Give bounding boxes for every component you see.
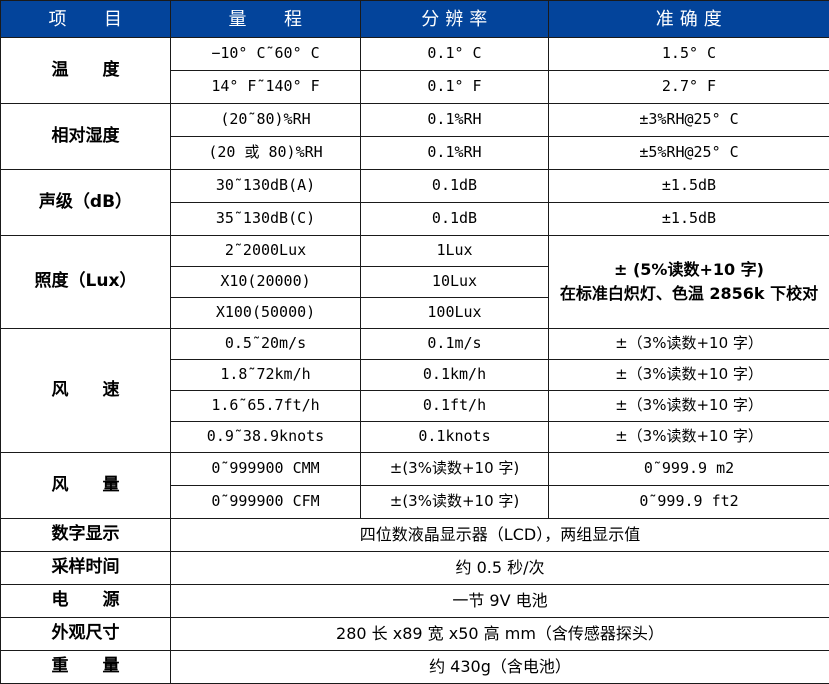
cell-range: 0˜999900 CMM [171, 453, 361, 486]
cell-range: 0.9˜38.9knots [171, 422, 361, 453]
table-row: 重 量 约 430g（含电池） [1, 651, 829, 684]
group-label-wind-speed: 风 速 [1, 329, 171, 453]
cell-range: 1.8˜72km/h [171, 360, 361, 391]
cell-range: (20˜80)%RH [171, 104, 361, 137]
group-label-illuminance: 照度（Lux） [1, 236, 171, 329]
row-value-display: 四位数液晶显示器（LCD），两组显示值 [171, 519, 829, 552]
cell-resolution: 0.1dB [361, 203, 549, 236]
cell-accuracy-illuminance: ± (5%读数+10 字) 在标准白炽灯、色温 2856k 下校对 [549, 236, 829, 329]
cell-range: (20 或 80)%RH [171, 137, 361, 170]
cell-range: 0˜999900 CFM [171, 486, 361, 519]
cell-resolution: 0.1m/s [361, 329, 549, 360]
cell-resolution: 0.1ft/h [361, 391, 549, 422]
cell-resolution: 10Lux [361, 267, 549, 298]
table-row: 照度（Lux） 2˜2000Lux 1Lux ± (5%读数+10 字) 在标准… [1, 236, 829, 267]
cell-resolution: 0.1knots [361, 422, 549, 453]
cell-accuracy: ±1.5dB [549, 203, 829, 236]
cell-accuracy: ±（3%读数+10 字） [549, 422, 829, 453]
cell-range: X100(50000) [171, 298, 361, 329]
table-header: 项 目 量 程 分 辨 率 准 确 度 [1, 1, 829, 38]
cell-accuracy: ±（3%读数+10 字） [549, 360, 829, 391]
cell-accuracy: 1.5° C [549, 38, 829, 71]
cell-range: 1.6˜65.7ft/h [171, 391, 361, 422]
table-row: 采样时间 约 0.5 秒/次 [1, 552, 829, 585]
cell-resolution: 100Lux [361, 298, 549, 329]
table-row: 外观尺寸 280 长 x89 宽 x50 高 mm（含传感器探头） [1, 618, 829, 651]
illuminance-accuracy-line1: ± (5%读数+10 字) [551, 258, 827, 282]
row-label-sampling-time: 采样时间 [1, 552, 171, 585]
table-body: 温 度 −10° C˜60° C 0.1° C 1.5° C 14° F˜140… [1, 38, 829, 684]
column-header-accuracy: 准 确 度 [549, 1, 829, 38]
group-label-temperature: 温 度 [1, 38, 171, 104]
cell-accuracy: ±（3%读数+10 字） [549, 329, 829, 360]
row-label-display: 数字显示 [1, 519, 171, 552]
row-label-power: 电 源 [1, 585, 171, 618]
cell-range: 30˜130dB(A) [171, 170, 361, 203]
row-value-weight: 约 430g（含电池） [171, 651, 829, 684]
column-header-resolution: 分 辨 率 [361, 1, 549, 38]
row-label-dimensions: 外观尺寸 [1, 618, 171, 651]
cell-resolution: 0.1km/h [361, 360, 549, 391]
table-row: 数字显示 四位数液晶显示器（LCD），两组显示值 [1, 519, 829, 552]
cell-accuracy: ±5%RH@25° C [549, 137, 829, 170]
cell-accuracy: 0˜999.9 ft2 [549, 486, 829, 519]
cell-range: 0.5˜20m/s [171, 329, 361, 360]
row-value-power: 一节 9V 电池 [171, 585, 829, 618]
group-label-humidity: 相对湿度 [1, 104, 171, 170]
cell-resolution: ±(3%读数+10 字) [361, 453, 549, 486]
cell-range: −10° C˜60° C [171, 38, 361, 71]
cell-accuracy: 2.7° F [549, 71, 829, 104]
group-label-sound-level: 声级（dB） [1, 170, 171, 236]
cell-range: 2˜2000Lux [171, 236, 361, 267]
cell-resolution: 0.1° C [361, 38, 549, 71]
table-header-row: 项 目 量 程 分 辨 率 准 确 度 [1, 1, 829, 38]
cell-range: X10(20000) [171, 267, 361, 298]
cell-resolution: 0.1%RH [361, 137, 549, 170]
table-row: 风 速 0.5˜20m/s 0.1m/s ±（3%读数+10 字） [1, 329, 829, 360]
cell-accuracy: ±3%RH@25° C [549, 104, 829, 137]
cell-accuracy: 0˜999.9 m2 [549, 453, 829, 486]
table-row: 声级（dB） 30˜130dB(A) 0.1dB ±1.5dB [1, 170, 829, 203]
column-header-item: 项 目 [1, 1, 171, 38]
cell-range: 14° F˜140° F [171, 71, 361, 104]
cell-resolution: 0.1dB [361, 170, 549, 203]
cell-resolution: 0.1%RH [361, 104, 549, 137]
table-row: 风 量 0˜999900 CMM ±(3%读数+10 字) 0˜999.9 m2 [1, 453, 829, 486]
illuminance-accuracy-line2: 在标准白炽灯、色温 2856k 下校对 [551, 282, 827, 306]
cell-accuracy: ±1.5dB [549, 170, 829, 203]
cell-range: 35˜130dB(C) [171, 203, 361, 236]
table-row: 电 源 一节 9V 电池 [1, 585, 829, 618]
table-row: 相对湿度 (20˜80)%RH 0.1%RH ±3%RH@25° C [1, 104, 829, 137]
group-label-wind-volume: 风 量 [1, 453, 171, 519]
row-value-sampling-time: 约 0.5 秒/次 [171, 552, 829, 585]
cell-resolution: ±(3%读数+10 字) [361, 486, 549, 519]
row-label-weight: 重 量 [1, 651, 171, 684]
cell-resolution: 0.1° F [361, 71, 549, 104]
cell-resolution: 1Lux [361, 236, 549, 267]
cell-accuracy: ±（3%读数+10 字） [549, 391, 829, 422]
row-value-dimensions: 280 长 x89 宽 x50 高 mm（含传感器探头） [171, 618, 829, 651]
table-row: 温 度 −10° C˜60° C 0.1° C 1.5° C [1, 38, 829, 71]
column-header-range: 量 程 [171, 1, 361, 38]
